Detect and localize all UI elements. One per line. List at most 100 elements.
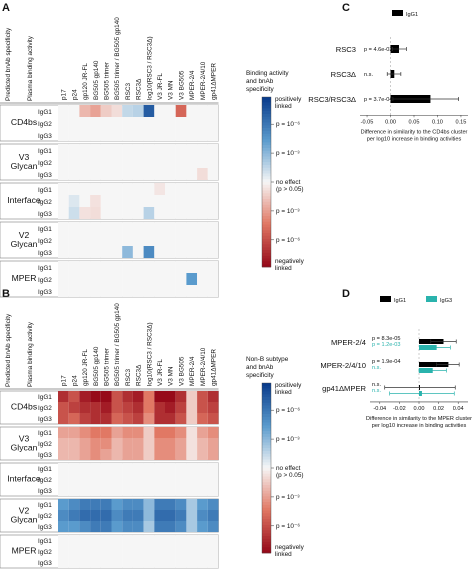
heat-cell bbox=[143, 499, 155, 510]
heat-cell bbox=[111, 144, 123, 156]
legend-swatch bbox=[262, 111, 271, 115]
heat-cell bbox=[122, 427, 133, 438]
legend-swatch bbox=[262, 425, 271, 429]
heat-cell bbox=[197, 261, 208, 273]
heat-cell bbox=[58, 546, 69, 557]
heat-cell bbox=[197, 207, 208, 219]
heat-cell bbox=[111, 129, 123, 141]
heat-cell bbox=[207, 207, 219, 219]
heat-cell bbox=[68, 413, 80, 424]
legend-swatch bbox=[262, 204, 271, 208]
heat-cell bbox=[90, 207, 101, 219]
heat-cell bbox=[122, 207, 133, 219]
heat-cell bbox=[68, 438, 80, 449]
heat-cell bbox=[58, 168, 69, 180]
heat-cell bbox=[111, 510, 123, 521]
heat-cell bbox=[207, 168, 219, 180]
heat-cell bbox=[165, 105, 176, 117]
category-label-gp41-mper: gp41ΔMPER bbox=[322, 384, 366, 393]
legend-swatch bbox=[262, 235, 271, 239]
heat-cell bbox=[175, 485, 187, 496]
heat-cell bbox=[122, 557, 133, 568]
legend-swatch bbox=[262, 114, 271, 118]
legend-swatch bbox=[262, 445, 271, 449]
heat-cell bbox=[197, 521, 208, 532]
heat-cell bbox=[165, 463, 176, 474]
legend-swatch bbox=[262, 391, 271, 395]
heat-cell bbox=[143, 273, 155, 285]
heat-cell bbox=[143, 474, 155, 485]
heat-cell bbox=[186, 474, 198, 485]
heat-cell bbox=[165, 557, 176, 568]
row-label-interface-igg2: IgG2 bbox=[38, 199, 52, 206]
heat-cell bbox=[100, 222, 112, 234]
legend-bottom-label-line-1: linked bbox=[275, 265, 292, 272]
column-label-mper-2-4: MPER-2/4 bbox=[189, 356, 196, 386]
legend-swatch bbox=[262, 482, 271, 486]
legend-swatch bbox=[262, 145, 271, 149]
heat-cell bbox=[154, 222, 165, 234]
legend-tick-label-0: p = 10⁻⁶ bbox=[276, 407, 300, 414]
legend-swatch bbox=[262, 456, 271, 460]
heat-cell bbox=[58, 510, 69, 521]
row-label-v3-glycan-igg1: IgG1 bbox=[38, 430, 52, 437]
heat-cell bbox=[154, 402, 165, 413]
heat-cell bbox=[122, 535, 133, 546]
heat-cell bbox=[154, 195, 165, 207]
spec-label-v3-glycan-line-0: V3 bbox=[19, 152, 30, 162]
heat-cell bbox=[100, 499, 112, 510]
legend-swatch bbox=[262, 431, 271, 435]
heat-cell bbox=[90, 234, 101, 246]
heat-cell bbox=[175, 156, 187, 168]
legend-swatch bbox=[262, 394, 271, 398]
heat-cell bbox=[79, 546, 91, 557]
heat-cell bbox=[207, 510, 219, 521]
legend-title-line-2: specificity bbox=[246, 372, 275, 379]
heat-cell bbox=[207, 234, 219, 246]
heat-cell bbox=[197, 168, 208, 180]
row-label-v3-glycan-igg3: IgG3 bbox=[38, 172, 52, 179]
spec-label-v2-glycan-line-1: Glycan bbox=[11, 239, 38, 249]
heat-cell bbox=[186, 546, 198, 557]
heat-cell bbox=[79, 129, 91, 141]
heat-cell bbox=[207, 546, 219, 557]
heat-cell bbox=[197, 463, 208, 474]
heat-cell bbox=[58, 557, 69, 568]
legend-key-igg3 bbox=[426, 296, 437, 302]
heat-cell bbox=[132, 463, 144, 474]
legend-swatch bbox=[262, 122, 271, 126]
heat-cell bbox=[186, 234, 198, 246]
heat-cell bbox=[90, 222, 101, 234]
legend-label-igg1: IgG1 bbox=[394, 298, 406, 304]
heat-cell bbox=[132, 246, 144, 258]
category-label-mper-2-4-10: MPER-2/4/10 bbox=[320, 361, 366, 370]
heat-cell bbox=[100, 261, 112, 273]
heat-cell bbox=[207, 273, 219, 285]
heat-cell bbox=[111, 521, 123, 532]
heat-cell bbox=[111, 183, 123, 195]
heat-cell bbox=[68, 427, 80, 438]
heat-cell bbox=[165, 427, 176, 438]
heat-cell bbox=[100, 402, 112, 413]
heat-cell bbox=[186, 485, 198, 496]
heat-cell bbox=[197, 535, 208, 546]
heat-cell bbox=[154, 168, 165, 180]
heat-cell bbox=[175, 117, 187, 129]
column-label-bg505-trimer-bg505-gp140: BG505 trimer / BG505 gp140 bbox=[114, 303, 121, 386]
heat-cell bbox=[68, 246, 80, 258]
column-label-rsc3: RSC3Δ bbox=[136, 78, 143, 100]
heat-cell bbox=[58, 117, 69, 129]
legend-swatch bbox=[262, 422, 271, 426]
heat-cell bbox=[165, 129, 176, 141]
category-label-rsc3: RSC3Δ bbox=[331, 70, 356, 79]
legend-swatch bbox=[262, 187, 271, 191]
legend-swatch bbox=[262, 493, 271, 497]
legend-swatch bbox=[262, 119, 271, 123]
legend-swatch bbox=[262, 536, 271, 540]
heat-cell bbox=[165, 273, 176, 285]
heat-cell bbox=[68, 207, 80, 219]
heat-cell bbox=[165, 438, 176, 449]
heat-cell bbox=[186, 156, 198, 168]
